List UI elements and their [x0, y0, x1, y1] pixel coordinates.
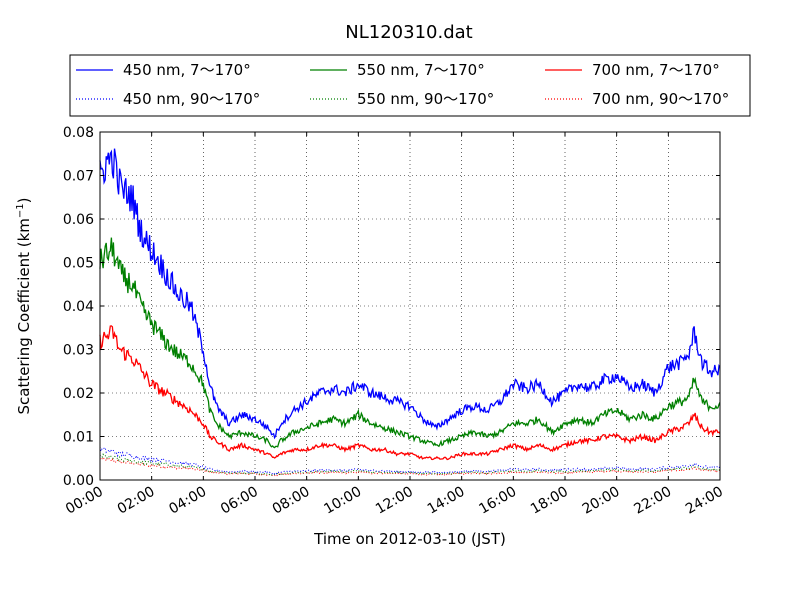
y-tick-label: 0.07 — [63, 169, 94, 185]
y-tick-label: 0.05 — [63, 256, 94, 272]
y-tick-label: 0.03 — [63, 343, 94, 359]
series-layer — [99, 148, 721, 477]
y-tick-label: 0.02 — [63, 386, 94, 402]
chart-title: NL120310.dat — [345, 22, 472, 43]
y-axis-label-close: ) — [15, 197, 33, 203]
grid — [100, 132, 720, 480]
y-axis-label: Scattering Coefficient (km−1) — [15, 197, 33, 414]
legend-label-4: 550 nm, 90～170° — [357, 90, 494, 108]
series-line-5 — [99, 456, 721, 477]
y-axis-label-exponent: −1 — [15, 203, 26, 218]
legend-label-2: 700 nm, 7～170° — [592, 61, 720, 79]
series-line-3 — [99, 446, 721, 475]
y-tick-label: 0.04 — [63, 299, 94, 315]
legend-label-3: 450 nm, 90～170° — [123, 90, 260, 108]
y-tick-label: 0.08 — [63, 125, 94, 141]
series-line-1 — [99, 237, 721, 449]
legend-label-0: 450 nm, 7～170° — [123, 61, 251, 79]
axis-ticks: 0.000.010.020.030.040.050.060.070.0800:0… — [63, 125, 726, 518]
legend: 450 nm, 7～170° 550 nm, 7～170° 700 nm, 7～17… — [69, 54, 751, 117]
legend-label-5: 700 nm, 90～170° — [592, 90, 729, 108]
series-line-2 — [99, 325, 721, 461]
y-axis-label-main: Scattering Coefficient (km — [15, 218, 33, 414]
legend-frame — [69, 54, 751, 117]
y-tick-label: 0.00 — [63, 473, 94, 489]
series-line-4 — [99, 453, 721, 476]
y-tick-label: 0.01 — [63, 430, 94, 446]
legend-label-1: 550 nm, 7～170° — [357, 61, 485, 79]
series-line-0 — [99, 148, 721, 440]
x-axis-label: Time on 2012-03-10 (JST) — [313, 530, 506, 548]
y-tick-label: 0.06 — [63, 212, 94, 228]
